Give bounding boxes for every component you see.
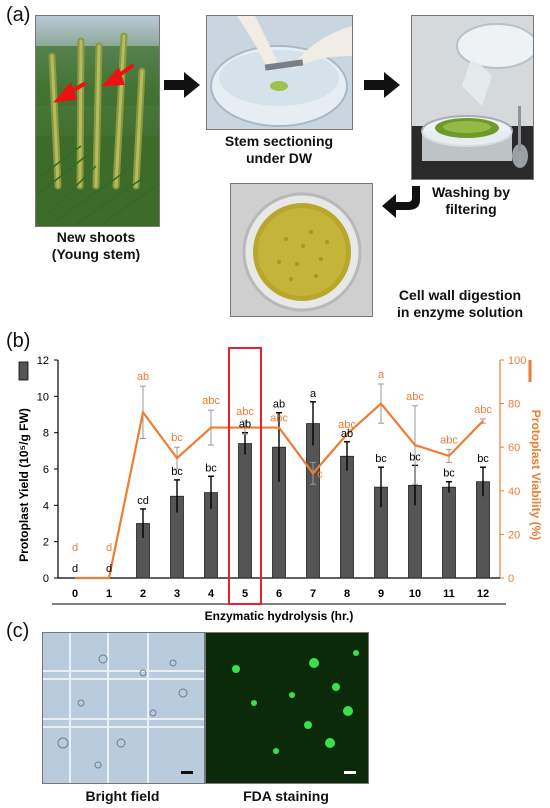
line-significance-label: abc: [406, 391, 424, 403]
x-tick-label: 4: [208, 588, 215, 600]
left-tick-label: 0: [43, 573, 49, 585]
bar-significance-label: ab: [273, 399, 285, 411]
viability-line: [75, 402, 484, 580]
x-tick-label: 2: [140, 588, 146, 600]
line-significance-label: abc: [338, 419, 356, 431]
right-tick-label: 60: [508, 442, 520, 454]
x-tick-label: 7: [310, 588, 316, 600]
line-significance-label: abc: [202, 395, 220, 407]
step-caption-washing: Washing by filtering: [431, 184, 511, 217]
left-tick-label: 10: [37, 391, 49, 403]
line-significance-label: bc: [171, 432, 183, 444]
right-tick-label: 80: [508, 399, 520, 411]
x-tick-label: 1: [106, 588, 112, 600]
left-tick-label: 12: [37, 355, 49, 367]
line-significance-label: abc: [474, 404, 492, 416]
line-significance-label: ab: [137, 371, 149, 383]
y2-axis-label: Protoplast Viability (%): [529, 410, 543, 540]
step-caption-shoots: New shoots (Young stem): [51, 229, 141, 262]
bar-significance-label: bc: [477, 453, 489, 465]
x-tick-label: 3: [174, 588, 180, 600]
x-tick-label: 0: [72, 588, 78, 600]
line-significance-label: d: [72, 542, 78, 554]
bar-significance-label: bc: [375, 453, 387, 465]
panel-c-label: (c): [6, 620, 30, 642]
arrow-curved-icon: [380, 186, 420, 222]
step-caption-sectioning: Stem sectioning under DW: [224, 133, 334, 166]
fda-staining-caption: FDA staining: [243, 788, 329, 804]
x-tick-label: 12: [477, 588, 489, 600]
x-tick-label: 8: [344, 588, 350, 600]
right-tick-label: 0: [508, 573, 514, 585]
bar-significance-label: ab: [341, 428, 353, 440]
x-tick-label: 11: [443, 588, 455, 600]
right-tick-label: 40: [508, 486, 520, 498]
bar-significance-label: d: [72, 563, 78, 575]
line-significance-label: d: [106, 542, 112, 554]
bar-significance-label: bc: [205, 462, 217, 474]
bar: [306, 423, 320, 579]
stem-sectioning-photo: [206, 15, 353, 130]
line-significance-label: abc: [270, 413, 288, 425]
bar-significance-label: d: [106, 563, 112, 575]
highlight-box: [228, 347, 262, 605]
bar: [340, 455, 354, 579]
x-tick-label: 5: [242, 588, 248, 600]
line-significance-label: a: [378, 369, 385, 381]
pine-shoots-photo: [35, 15, 160, 227]
legend-bar-icon: [18, 361, 29, 381]
bar-significance-label: bc: [171, 466, 183, 478]
arrow-right-icon: [364, 72, 400, 98]
bar: [442, 486, 456, 579]
line-significance-label: abc: [440, 434, 458, 446]
left-tick-label: 6: [43, 464, 49, 476]
left-tick-label: 2: [43, 537, 49, 549]
bar-significance-label: a: [310, 388, 317, 400]
y-axis-label: Protoplast Yield (10⁵/g FW): [17, 408, 31, 562]
line-significance-label: c: [317, 468, 323, 480]
bright-field-micrograph: [42, 632, 205, 784]
left-tick-label: 8: [43, 428, 49, 440]
bar-significance-label: cd: [137, 495, 149, 507]
arrow-right-icon: [164, 72, 200, 98]
fda-staining-micrograph: [205, 632, 369, 784]
line-significance-label: abc: [236, 406, 254, 418]
right-tick-label: 20: [508, 529, 520, 541]
bar-significance-label: bc: [409, 451, 421, 463]
step-caption-digestion: Cell wall digestion in enzyme solution: [396, 287, 523, 320]
washing-filtering-photo: [411, 15, 534, 180]
panel-a-label: (a): [6, 4, 31, 26]
x-tick-label: 10: [409, 588, 421, 600]
panel-b-label: (b): [6, 330, 31, 352]
bar-significance-label: ab: [239, 419, 251, 431]
bright-field-caption: Bright field: [85, 788, 160, 804]
x-axis-label: Enzymatic hydrolysis (hr.): [205, 609, 354, 623]
left-tick-label: 4: [43, 500, 49, 512]
x-tick-label: 9: [378, 588, 384, 600]
bar: [238, 443, 252, 579]
enzyme-digestion-photo: [230, 183, 373, 317]
x-tick-label: 6: [276, 588, 282, 600]
right-tick-label: 100: [508, 355, 526, 367]
bar-significance-label: bc: [443, 468, 455, 480]
